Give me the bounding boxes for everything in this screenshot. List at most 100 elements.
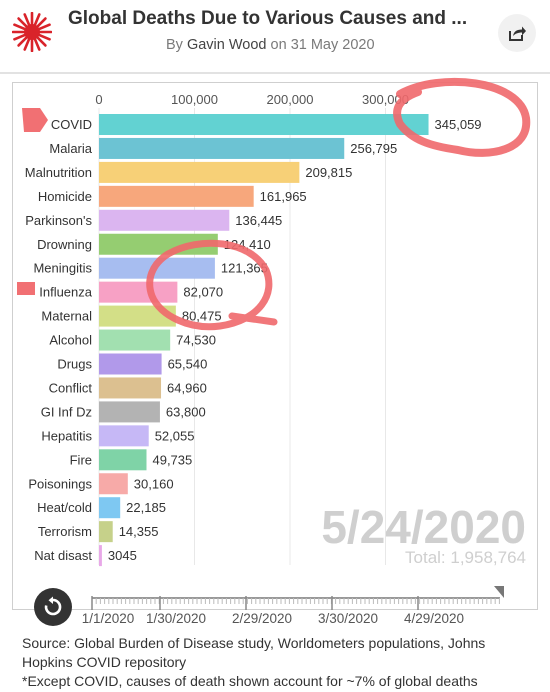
bar: [99, 114, 429, 135]
bar: [99, 281, 178, 303]
chart-title: Global Deaths Due to Various Causes and …: [68, 8, 468, 29]
by-prefix: By: [166, 37, 183, 53]
red-ink-mark-covid: [22, 108, 48, 132]
value-label: 136,445: [235, 213, 282, 228]
source-note: Source: Global Burden of Disease study, …: [22, 634, 532, 691]
logo-ray: [37, 23, 51, 31]
category-label: GI Inf Dz: [41, 404, 92, 419]
category-label: Malnutrition: [25, 165, 92, 180]
logo-rays: [12, 12, 52, 52]
category-label: Influenza: [39, 285, 93, 300]
x-tick-label: 100,000: [171, 92, 218, 107]
source-line-1: Source: Global Burden of Disease study, …: [22, 635, 486, 651]
x-tick-label: 0: [95, 92, 102, 107]
bar: [99, 497, 121, 519]
timeline-handle: [494, 586, 504, 598]
value-label: 345,059: [435, 117, 482, 132]
logo-ray: [33, 37, 41, 51]
category-label: Parkinson's: [25, 213, 92, 228]
bar: [99, 329, 171, 351]
category-label: COVID: [51, 117, 92, 132]
value-label: 256,795: [350, 141, 397, 156]
bar: [99, 401, 160, 423]
header: Global Deaths Due to Various Causes and …: [0, 0, 550, 72]
bar: [99, 161, 300, 183]
bar: [99, 425, 149, 447]
category-label: Poisonings: [28, 476, 92, 491]
category-label: Terrorism: [38, 524, 92, 539]
bar: [99, 449, 147, 471]
value-label: 52,055: [155, 428, 195, 443]
category-label: Conflict: [49, 380, 93, 395]
value-label: 3045: [108, 548, 137, 563]
value-label: 161,965: [260, 189, 307, 204]
logo-ray: [37, 33, 51, 41]
category-label: Maternal: [41, 309, 92, 324]
starburst-logo-icon: [12, 12, 52, 52]
logo-ray: [13, 23, 27, 31]
total-deaths: Total: 1,958,764: [405, 548, 526, 567]
replay-button[interactable]: [34, 588, 72, 626]
bar: [99, 545, 102, 567]
value-label: 22,185: [126, 500, 166, 515]
bar: [99, 377, 162, 399]
category-label: Malaria: [49, 141, 92, 156]
bar: [99, 521, 113, 543]
value-label: 30,160: [134, 476, 174, 491]
timeline-label: 3/30/2020: [318, 611, 378, 626]
timeline-label: 4/29/2020: [404, 611, 464, 626]
bar: [99, 473, 128, 495]
red-ink-circle-influenza: [146, 239, 278, 331]
share-icon: [509, 26, 526, 41]
chart-frame: [12, 82, 538, 610]
red-ink-mark-influenza: [17, 282, 35, 295]
category-label: Heat/cold: [37, 500, 92, 515]
category-label: Fire: [70, 452, 92, 467]
byline: By Gavin Wood on 31 May 2020: [166, 37, 375, 53]
value-label: 121,365: [221, 261, 268, 276]
x-tick-label: 200,000: [267, 92, 314, 107]
share-button[interactable]: [498, 14, 536, 52]
value-label: 209,815: [305, 165, 352, 180]
category-label: Hepatitis: [41, 428, 92, 443]
category-label: Alcohol: [49, 333, 92, 348]
logo-ray: [17, 35, 29, 47]
value-label: 14,355: [119, 524, 159, 539]
bar: [99, 185, 254, 207]
red-ink-circle-covid: [393, 77, 531, 157]
category-label: Homicide: [38, 189, 92, 204]
footnote: *Except COVID, causes of death shown acc…: [22, 673, 478, 689]
logo-ray: [35, 17, 47, 29]
category-label: Drugs: [57, 357, 92, 372]
timeline-label: 1/30/2020: [146, 611, 206, 626]
logo-ray: [23, 37, 31, 51]
bar: [99, 305, 176, 327]
current-date: 5/24/2020: [321, 501, 526, 553]
bar: [99, 137, 345, 159]
value-label: 63,800: [166, 404, 206, 419]
value-label: 64,960: [167, 380, 207, 395]
logo-ray: [35, 35, 47, 47]
value-label: 80,475: [182, 309, 222, 324]
bar: [99, 209, 230, 231]
timeline-label: 2/29/2020: [232, 611, 292, 626]
value-label: 65,540: [168, 357, 208, 372]
publish-date: 31 May 2020: [290, 37, 375, 53]
logo-ray: [23, 13, 31, 27]
logo-core: [24, 24, 40, 40]
bar: [99, 353, 162, 375]
category-label: Nat disast: [34, 548, 92, 563]
source-line-2: Hopkins COVID repository: [22, 654, 187, 670]
timeline-label: 1/1/2020: [82, 611, 135, 626]
header-divider: [0, 72, 550, 74]
date-prefix: on: [270, 37, 287, 53]
logo-ray: [13, 33, 27, 41]
value-label: 74,530: [176, 333, 216, 348]
value-label: 49,735: [152, 452, 192, 467]
author-link[interactable]: Gavin Wood: [186, 37, 267, 53]
category-label: Drowning: [37, 237, 92, 252]
replay-icon: [44, 596, 62, 616]
logo-ray: [33, 13, 41, 27]
logo-ray: [17, 17, 29, 29]
